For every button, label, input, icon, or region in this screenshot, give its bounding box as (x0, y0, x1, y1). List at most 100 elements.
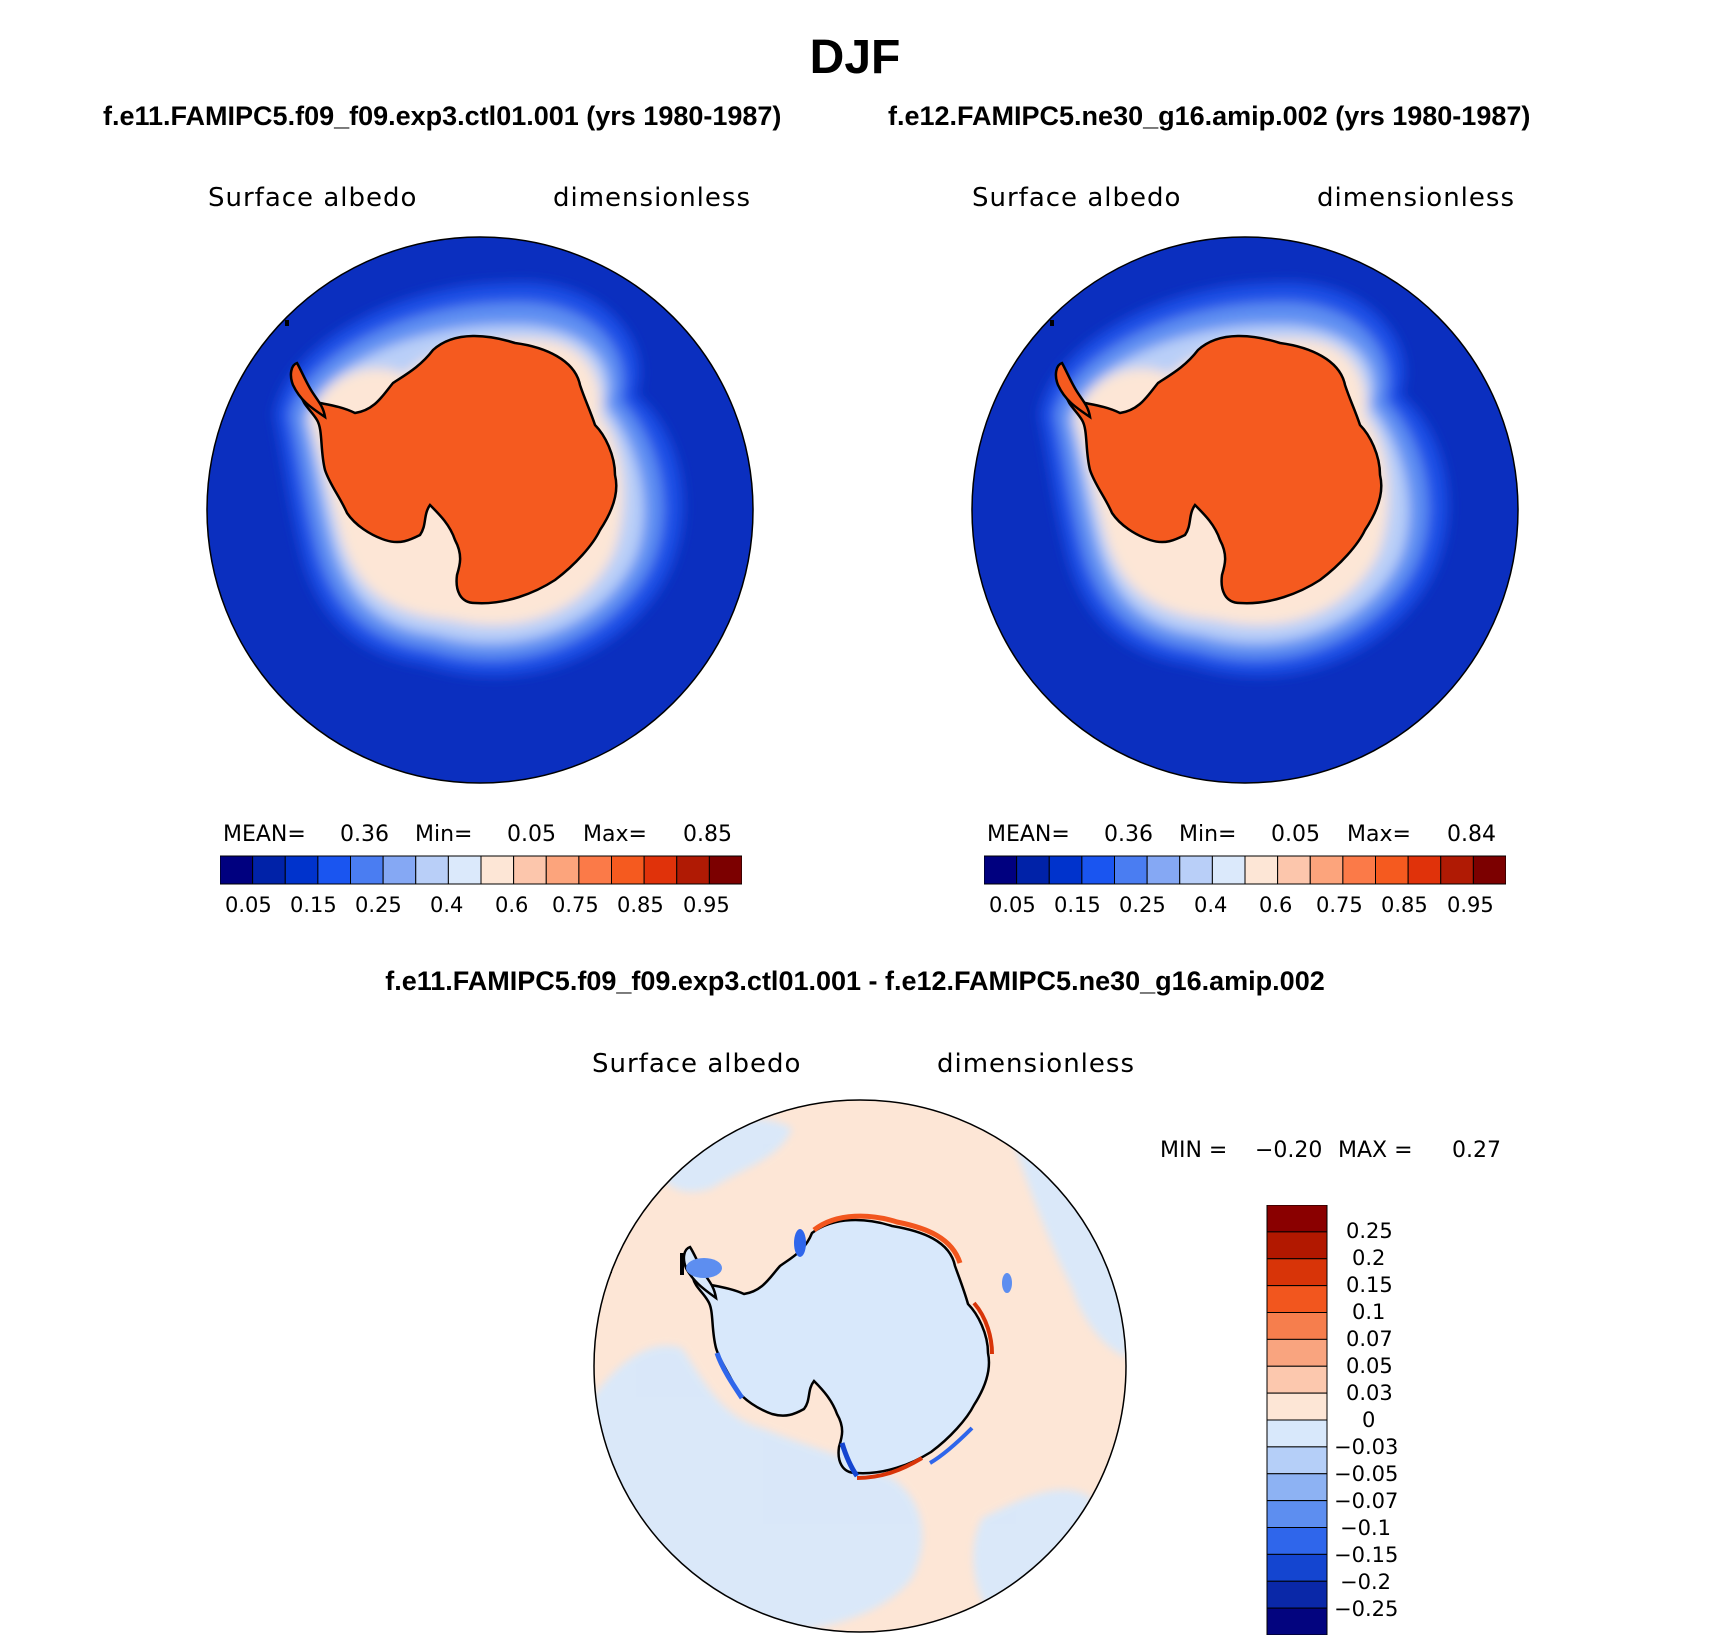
diff-units-label: dimensionless (937, 1049, 1135, 1079)
colorbar-swatch (1266, 1419, 1328, 1448)
colorbar-swatch (1440, 855, 1474, 885)
colorbar-swatch (676, 855, 710, 885)
panel1-variable-label: Surface albedo (208, 183, 418, 213)
colorbar-tick-label: 0.15 (1054, 893, 1101, 917)
colorbar-swatch (643, 855, 678, 885)
colorbar-swatch (1048, 855, 1083, 885)
colorbar-swatch (984, 855, 1018, 885)
colorbar-swatch (317, 855, 352, 885)
main-title: DJF (809, 31, 901, 84)
colorbar-tick-label: 0.1 (1352, 1300, 1386, 1324)
panel2-case-title: f.e12.FAMIPC5.ne30_g16.amip.002 (yrs 198… (888, 101, 1531, 131)
panel2-mean-label: MEAN= (987, 822, 1070, 847)
panel2-units-label: dimensionless (1317, 183, 1515, 213)
panel1-max-value: 0.85 (683, 822, 732, 847)
panel1-case-title: f.e11.FAMIPC5.f09_f09.exp3.ctl01.001 (yr… (103, 101, 782, 131)
diff-negative-coast (928, 1426, 974, 1465)
colorbar-swatch (1309, 855, 1344, 885)
panel2-max-value: 0.84 (1447, 822, 1496, 847)
colorbar-swatch (1407, 855, 1442, 885)
colorbar-swatch (1266, 1231, 1328, 1260)
colorbar-swatch (708, 855, 742, 885)
colorbar-tick-label: 0 (1362, 1408, 1376, 1432)
colorbar-swatch (1375, 855, 1409, 885)
colorbar-swatch (1266, 1258, 1328, 1287)
colorbar-swatch (1342, 855, 1377, 885)
colorbar-swatch (1081, 855, 1116, 885)
panel1-map-border (206, 236, 754, 784)
panel1-mean-label: MEAN= (223, 822, 306, 847)
colorbar-swatch (447, 855, 482, 885)
colorbar-swatch (1146, 855, 1181, 885)
colorbar-swatch (1266, 1205, 1328, 1233)
diff-positive-coast (856, 1456, 924, 1480)
colorbar-swatch (1277, 855, 1311, 885)
panel2-mean-value: 0.36 (1104, 822, 1153, 847)
colorbar-tick-label: −0.07 (1334, 1489, 1399, 1513)
panel2-peninsula (1054, 361, 1092, 420)
colorbar-swatch (415, 855, 449, 885)
colorbar-tick-label: 0.25 (1119, 893, 1166, 917)
diff-max-label: MAX = (1338, 1138, 1413, 1163)
panel2-min-value: 0.05 (1271, 822, 1320, 847)
colorbar-swatch (1266, 1338, 1328, 1367)
colorbar-swatch (480, 855, 515, 885)
colorbar-tick-label: 0.07 (1346, 1327, 1393, 1351)
colorbar-swatch (1266, 1580, 1328, 1609)
colorbar-tick-label: 0.15 (1346, 1273, 1393, 1297)
colorbar-swatch (611, 855, 645, 885)
diff-negative-region (973, 1489, 1092, 1618)
diff-island (680, 1253, 684, 1275)
colorbar-swatch (513, 855, 547, 885)
colorbar-swatch (1472, 855, 1506, 885)
panel2-max-label: Max= (1347, 822, 1411, 847)
colorbar-swatch (350, 855, 384, 885)
panel2-map (971, 236, 1519, 784)
panel1-colorbar-labels: 0.05 0.15 0.25 0.4 0.6 0.75 0.85 0.95 (220, 893, 742, 919)
panel1-colorbar (220, 855, 742, 885)
panel2-island (976, 365, 981, 375)
colorbar-swatch (1266, 1392, 1328, 1421)
panel1-map (206, 236, 754, 784)
colorbar-swatch (220, 855, 254, 885)
diff-colorbar-labels: 0.25 0.2 0.15 0.1 0.07 0.05 0.03 0 −0.03… (1334, 1205, 1434, 1635)
panel1-peninsula (289, 361, 327, 420)
colorbar-swatch (1266, 1473, 1328, 1502)
panel1-island (211, 365, 216, 375)
diff-negative-spot (686, 1258, 722, 1278)
colorbar-swatch (1266, 1365, 1328, 1394)
colorbar-tick-label: −0.15 (1334, 1543, 1399, 1567)
colorbar-tick-label: 0.6 (1259, 893, 1293, 917)
colorbar-swatch (252, 855, 286, 885)
colorbar-swatch (1266, 1553, 1328, 1582)
diff-negative-coast (714, 1352, 745, 1400)
colorbar-tick-label: −0.05 (1334, 1462, 1399, 1486)
colorbar-swatch (1179, 855, 1213, 885)
colorbar-swatch (1244, 855, 1279, 885)
diff-min-value: −0.20 (1255, 1138, 1323, 1163)
colorbar-tick-label: 0.05 (225, 893, 272, 917)
colorbar-tick-label: 0.75 (1316, 893, 1363, 917)
colorbar-tick-label: 0.4 (430, 893, 464, 917)
panel1-min-value: 0.05 (507, 822, 556, 847)
colorbar-swatch (578, 855, 613, 885)
colorbar-tick-label: −0.25 (1334, 1597, 1399, 1621)
colorbar-tick-label: 0.6 (495, 893, 529, 917)
diff-colorbar (1266, 1205, 1328, 1635)
colorbar-tick-label: 0.25 (355, 893, 402, 917)
colorbar-swatch (1266, 1527, 1328, 1555)
diff-map-border (593, 1099, 1127, 1633)
colorbar-swatch (1114, 855, 1148, 885)
panel2-colorbar-labels: 0.05 0.15 0.25 0.4 0.6 0.75 0.85 0.95 (984, 893, 1506, 919)
colorbar-swatch (1016, 855, 1050, 885)
diff-title: f.e11.FAMIPC5.f09_f09.exp3.ctl01.001 - f… (385, 966, 1325, 996)
colorbar-tick-label: −0.2 (1340, 1570, 1391, 1594)
colorbar-tick-label: 0.05 (1346, 1354, 1393, 1378)
panel2-min-label: Min= (1179, 822, 1237, 847)
colorbar-swatch (1266, 1285, 1328, 1314)
panel1-min-label: Min= (415, 822, 473, 847)
colorbar-tick-label: 0.95 (683, 893, 730, 917)
colorbar-tick-label: −0.1 (1340, 1516, 1391, 1540)
panel1-units-label: dimensionless (553, 183, 751, 213)
colorbar-tick-label: 0.15 (290, 893, 337, 917)
